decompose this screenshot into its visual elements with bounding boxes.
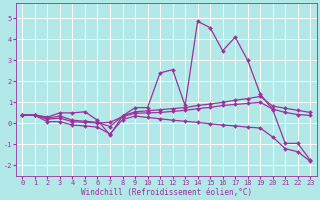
X-axis label: Windchill (Refroidissement éolien,°C): Windchill (Refroidissement éolien,°C) xyxy=(81,188,252,197)
